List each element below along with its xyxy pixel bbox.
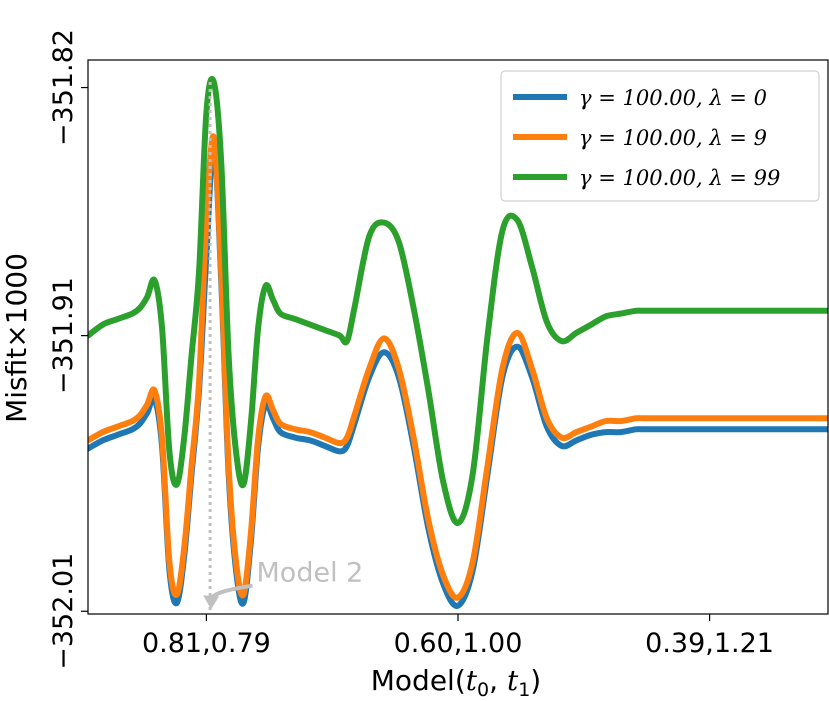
- y-tick-label: −351.91: [48, 277, 79, 394]
- legend: γ = 100.00, λ = 0 γ = 100.00, λ = 9 γ = 10…: [500, 70, 820, 202]
- series-line-2: [88, 75, 828, 526]
- y-tick-label: −351.82: [48, 29, 79, 146]
- x-axis: 0.81,0.79 0.60,1.00 0.39,1.21: [142, 614, 774, 659]
- legend-label-2: γ = 100.00, λ = 99: [579, 166, 780, 190]
- annotation-layer: [203, 82, 253, 612]
- series-line-1: [88, 133, 828, 601]
- y-axis-label: Misfit×1000: [0, 253, 33, 423]
- annotation-label: Model 2: [257, 558, 364, 589]
- annotation-arrow-head: [203, 595, 220, 610]
- x-axis-label: Model(t0, t1): [371, 664, 541, 701]
- legend-label-0: γ = 100.00, λ = 0: [579, 86, 767, 110]
- legend-label-1: γ = 100.00, λ = 9: [579, 126, 767, 150]
- x-tick-label: 0.60,1.00: [394, 628, 523, 659]
- x-tick-label: 0.81,0.79: [142, 628, 271, 659]
- x-tick-label: 0.39,1.21: [645, 628, 774, 659]
- series-layer: [88, 75, 828, 609]
- y-axis: −351.82 −351.91 −352.01: [48, 29, 88, 670]
- legend-box: [500, 70, 820, 202]
- y-tick-label: −352.01: [48, 553, 79, 670]
